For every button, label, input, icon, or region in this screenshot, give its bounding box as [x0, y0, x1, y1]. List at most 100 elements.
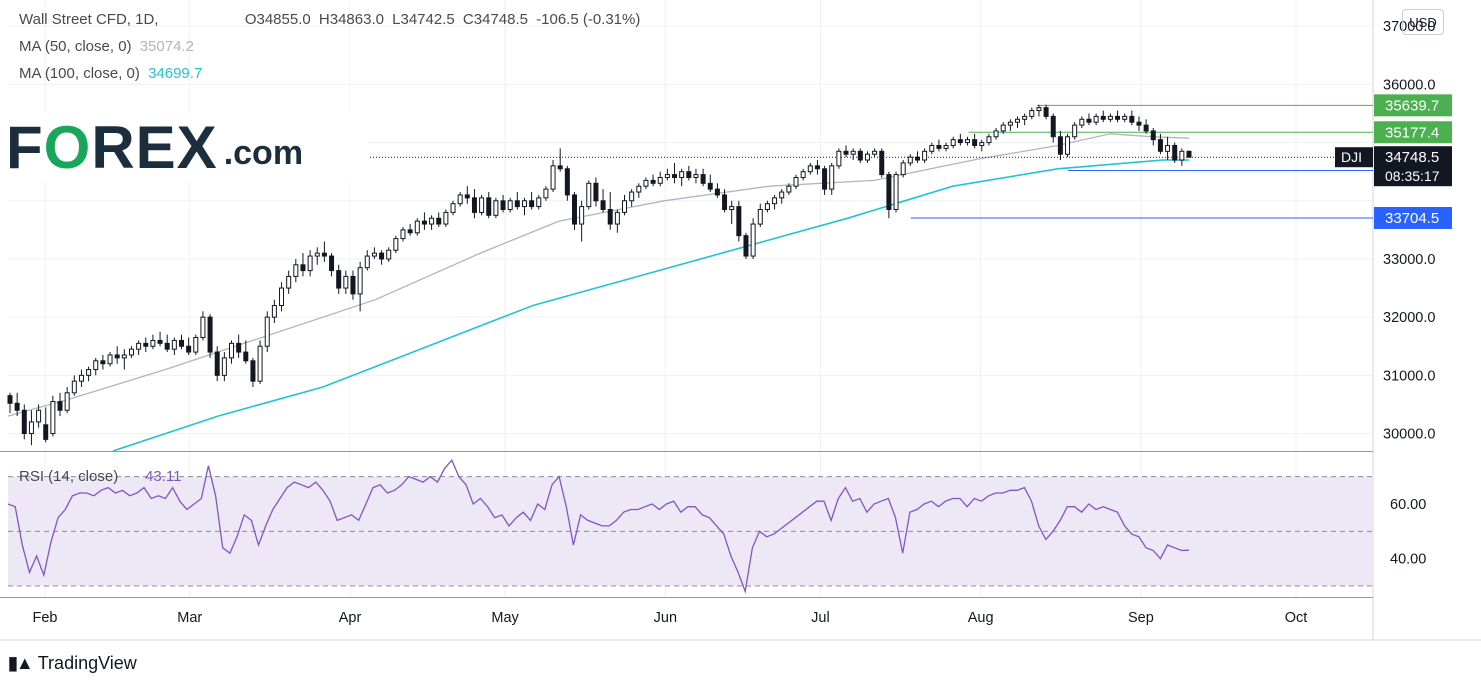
countdown-label: 08:35:17: [1385, 168, 1440, 184]
candle-down: [736, 206, 742, 237]
candle-up: [457, 194, 463, 205]
candle-down: [486, 197, 492, 216]
candle-up: [729, 206, 735, 210]
candle-down: [350, 275, 356, 295]
candle-up: [1107, 115, 1113, 120]
time-tick-label: Feb: [33, 610, 58, 626]
symbol-tag-bg: [1335, 147, 1373, 168]
candle-down: [243, 351, 249, 362]
candle-down: [600, 200, 606, 210]
time-tick-label: May: [491, 610, 519, 626]
time-tick-label: Aug: [968, 610, 994, 626]
candle-down: [1115, 115, 1121, 120]
candle-down: [814, 165, 820, 170]
price-tick-label: 31000.0: [1383, 368, 1435, 384]
candle-up: [764, 203, 770, 210]
candle-up: [257, 345, 263, 382]
candle-up: [128, 348, 134, 356]
time-tick-label: Mar: [177, 610, 202, 626]
candle-down: [743, 235, 749, 257]
ma100-line: [112, 159, 1189, 452]
candle-down: [1043, 107, 1049, 117]
candle-up: [93, 360, 99, 371]
candle-up: [943, 144, 949, 149]
last-price-label: 34748.5: [1385, 149, 1439, 166]
tradingview-logo-icon: ▮▲: [8, 653, 34, 673]
candle-up: [293, 264, 299, 277]
candle-up: [1093, 115, 1099, 123]
candle-down: [464, 194, 470, 199]
symbol-tag: DJI: [1341, 149, 1362, 165]
rsi-line: [7, 458, 1190, 595]
candle-up: [1036, 107, 1042, 112]
candle-up: [357, 267, 363, 295]
logo-suffix: .com: [223, 133, 304, 172]
candle-down: [714, 188, 720, 196]
candle-up: [78, 374, 84, 382]
ma50-value: 35074.2: [139, 38, 194, 55]
candle-down: [1057, 136, 1063, 155]
candle-down: [571, 194, 577, 225]
candle-down: [879, 150, 885, 176]
candle-up: [636, 185, 642, 193]
candle-down: [593, 182, 599, 202]
candle-up: [400, 229, 406, 240]
currency-button[interactable]: USD: [1402, 9, 1444, 35]
resistance-level-label-bg: [1374, 94, 1452, 117]
tradingview-brand[interactable]: ▮▲ TradingView: [8, 653, 137, 674]
candle-down: [514, 200, 520, 208]
candle-up: [136, 342, 142, 350]
ma100-legend: MA (100, close, 0) 34699.7: [19, 65, 206, 82]
candles-group: [7, 104, 1192, 446]
candle-up: [800, 171, 806, 178]
symbol-label: Wall Street CFD, 1D,: [19, 11, 159, 28]
tradingview-label: TradingView: [37, 653, 137, 673]
candle-down: [886, 174, 892, 210]
open-label: O: [244, 11, 257, 28]
candle-down: [914, 156, 920, 161]
high-value: 34863.0: [329, 11, 384, 28]
resistance-level-label: 35639.7: [1385, 97, 1439, 114]
rsi-title: RSI (14, close): [19, 468, 118, 485]
candle-up: [579, 206, 585, 225]
candle-up: [1165, 144, 1171, 152]
candle-up: [900, 162, 906, 176]
candle-up: [964, 139, 970, 144]
candle-down: [471, 197, 477, 213]
candle-up: [36, 409, 42, 423]
logo-o: O: [43, 113, 92, 181]
candle-up: [1122, 115, 1128, 120]
candle-up: [371, 252, 377, 257]
candle-down: [300, 264, 306, 272]
candle-up: [836, 150, 842, 167]
candle-up: [679, 171, 685, 178]
logo-f: F: [6, 113, 44, 181]
candle-up: [171, 339, 177, 350]
candle-down: [157, 339, 163, 344]
candle-up: [393, 238, 399, 251]
change-value: -106.5 (-0.31%): [536, 11, 641, 28]
candle-up: [386, 249, 392, 260]
candle-up: [543, 188, 549, 199]
candle-up: [1065, 136, 1071, 155]
candle-down: [7, 395, 13, 404]
candle-up: [864, 153, 870, 161]
candle-up: [779, 191, 785, 199]
candle-up: [693, 174, 699, 178]
candle-up: [993, 130, 999, 138]
candle-up: [1015, 118, 1021, 123]
candle-down: [43, 424, 49, 440]
candle-down: [236, 342, 242, 353]
candle-down: [936, 144, 942, 149]
candle-up: [229, 342, 235, 359]
candle-down: [1050, 115, 1056, 138]
candle-down: [972, 139, 978, 146]
time-tick-label: Oct: [1285, 610, 1308, 626]
candle-up: [629, 191, 635, 202]
ma100-label: MA (100, close, 0): [19, 65, 140, 82]
ohlc-legend: Wall Street CFD, 1D, O34855.0 H34863.0 L…: [19, 11, 644, 28]
candle-down: [421, 220, 427, 225]
candle-up: [414, 220, 420, 234]
candle-down: [250, 360, 256, 382]
